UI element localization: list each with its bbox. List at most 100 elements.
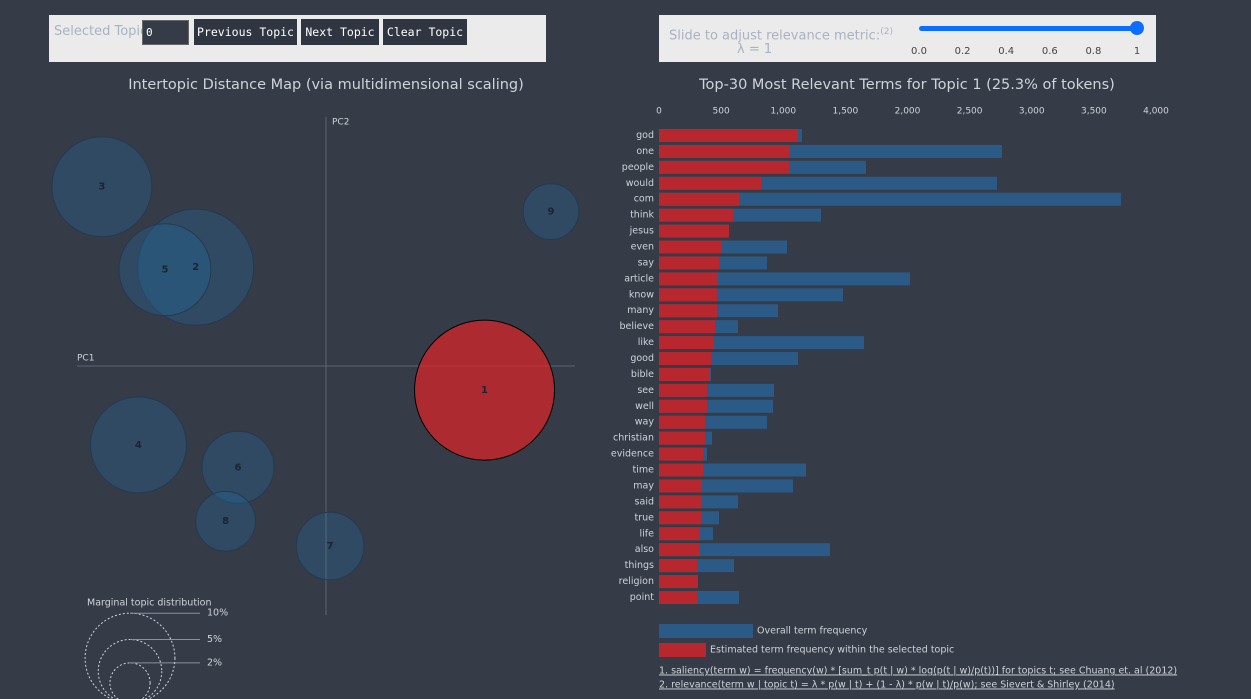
topic-bubble (89, 396, 187, 494)
term-label: christian (613, 433, 654, 444)
bar (659, 399, 707, 413)
bar (659, 543, 830, 557)
term-label: good (630, 353, 654, 364)
next-button[interactable]: Next Topic (301, 19, 379, 45)
x-tick-label: 2,500 (957, 107, 983, 117)
slider-label: Slide to adjust relevance metric:(2) (669, 27, 893, 43)
term-label: com (634, 194, 654, 205)
x-tick-label: 500 (713, 107, 730, 117)
topic-label: 2 (192, 262, 199, 273)
term-label: said (635, 496, 654, 507)
previous-button[interactable]: Previous Topic (194, 19, 297, 45)
topic-bubble (195, 490, 256, 552)
x-tick-label: 1,000 (770, 107, 796, 117)
term-label: well (635, 401, 654, 412)
x-tick-label: 3,500 (1081, 107, 1107, 117)
topic-label: 1 (481, 385, 488, 396)
pc2-label: PC2 (332, 118, 349, 128)
term-label: way (635, 417, 655, 428)
topic-input[interactable]: 0 (142, 20, 189, 45)
term-label: people (622, 162, 654, 173)
bar (659, 304, 718, 318)
topic-bubble (414, 319, 556, 461)
bar (659, 415, 705, 429)
term-label: point (630, 592, 655, 603)
bar (659, 272, 719, 286)
footnote: 1. saliency(term w) = frequency(w) * [su… (659, 666, 1177, 677)
slider-tick-label: 1 (1133, 46, 1141, 57)
bar (659, 144, 790, 158)
term-label: life (640, 528, 655, 539)
size-legend-circle (97, 639, 163, 699)
slider-tick-label: 0.8 (1085, 46, 1102, 57)
topic-label: 3 (98, 182, 105, 193)
bar (659, 383, 707, 397)
size-legend-circle (109, 662, 151, 699)
slider-tick-label: 0.0 (911, 46, 927, 57)
term-label: say (638, 257, 655, 268)
bar (659, 575, 699, 589)
topic-label: 8 (222, 516, 229, 527)
term-label: one (636, 146, 654, 157)
term-label: article (624, 273, 654, 284)
size-legend-title: Marginal topic distribution (87, 598, 212, 609)
term-label: may (633, 480, 654, 491)
bar (659, 336, 715, 350)
size-legend-circle (84, 612, 176, 699)
slider-thumb[interactable] (1130, 21, 1144, 35)
slider-tick-label: 0.4 (998, 46, 1015, 57)
bar (659, 192, 1121, 206)
bar (659, 479, 702, 493)
topic-bubble (522, 183, 580, 240)
slider-track (919, 26, 1137, 31)
topic-bubble (51, 136, 153, 238)
topic-panel: Selected Topic: 0 Previous Topic Next To… (49, 15, 546, 62)
bar (659, 208, 734, 222)
slider-tick-label: 0.2 (954, 46, 971, 57)
x-tick-label: 4,000 (1143, 107, 1169, 117)
bar (659, 431, 705, 445)
term-label: religion (619, 576, 654, 587)
bar (659, 527, 701, 541)
legend-swatch (659, 643, 706, 657)
size-legend-label: 2% (207, 657, 222, 668)
bar (659, 320, 716, 334)
topic-label: 7 (327, 541, 334, 552)
bar (659, 511, 701, 525)
size-legend-label: 10% (207, 608, 228, 619)
topic-label: 9 (547, 207, 554, 218)
topic-label: 6 (235, 462, 242, 473)
term-label: would (626, 178, 654, 189)
term-label: true (635, 512, 655, 523)
slider-panel: Slide to adjust relevance metric:(2) λ =… (659, 15, 1156, 62)
size-legend-label: 5% (207, 634, 222, 645)
lambda-label: λ = 1 (737, 42, 773, 57)
term-label: think (630, 210, 654, 221)
bar (659, 495, 701, 509)
bar (659, 559, 699, 573)
bar (659, 192, 740, 206)
bar (659, 367, 711, 381)
slider-tick-label: 0.6 (1041, 46, 1058, 57)
bar (659, 352, 712, 366)
clear-button[interactable]: Clear Topic (383, 19, 467, 45)
term-label: god (636, 130, 654, 141)
slider-label-text: Slide to adjust relevance metric: (669, 28, 881, 44)
term-label: even (631, 242, 654, 253)
topic-bubble (201, 430, 275, 504)
bar (659, 240, 722, 254)
topic-bubble (137, 208, 255, 326)
bar (659, 447, 703, 461)
term-label: bible (631, 369, 654, 380)
term-label: know (629, 289, 654, 300)
pc1-label: PC1 (77, 354, 94, 364)
topic-bubble (295, 511, 365, 581)
term-label: believe (620, 321, 655, 332)
bar (659, 463, 703, 477)
topic-label: 5 (161, 265, 168, 276)
term-label: things (625, 560, 654, 571)
slider-note: (2) (880, 27, 893, 37)
x-tick-label: 0 (656, 107, 662, 117)
legend-label: Overall term frequency (757, 626, 868, 637)
